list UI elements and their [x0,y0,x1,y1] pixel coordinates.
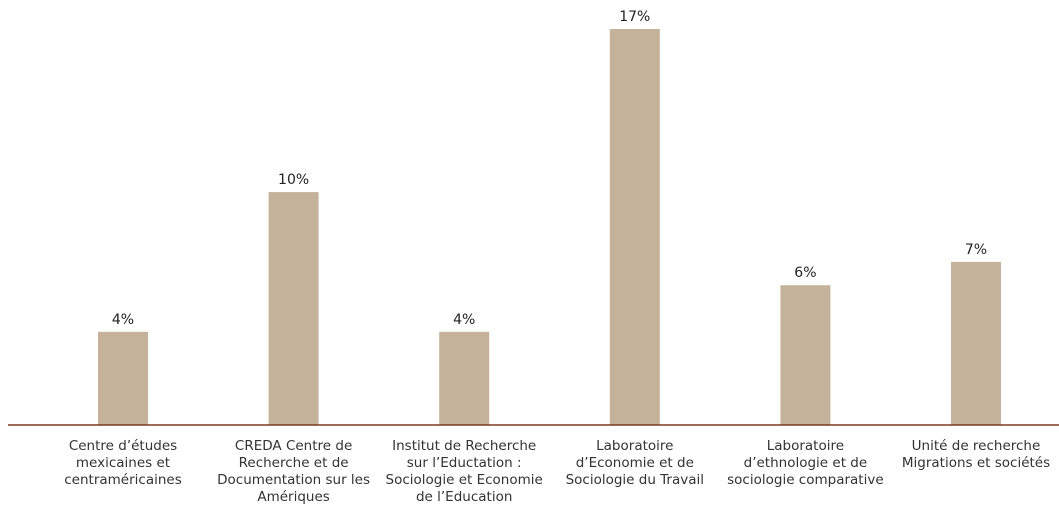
category-label: Institut de Recherche sur l’Eductation :… [385,438,543,505]
category-label: Centre d’études mexicaines et centraméri… [64,438,182,488]
bar [268,192,319,425]
bar [780,285,831,425]
bar [951,261,1001,425]
data-label: 17% [619,9,650,25]
bar [98,331,148,425]
bar [609,29,660,425]
data-label: 10% [278,172,309,188]
category-label: Laboratoire d’ethnologie et de sociologi… [727,438,884,488]
category-label: Unité de recherche Migrations et société… [901,438,1051,471]
data-label: 4% [112,312,134,328]
data-label: 6% [794,265,816,281]
category-label: Laboratoire d’Economie et de Sociologie … [565,438,705,488]
data-label: 4% [453,312,475,328]
data-label: 7% [965,242,987,258]
category-label: CREDA Centre de Recherche et de Document… [217,438,371,505]
bar [439,331,490,425]
